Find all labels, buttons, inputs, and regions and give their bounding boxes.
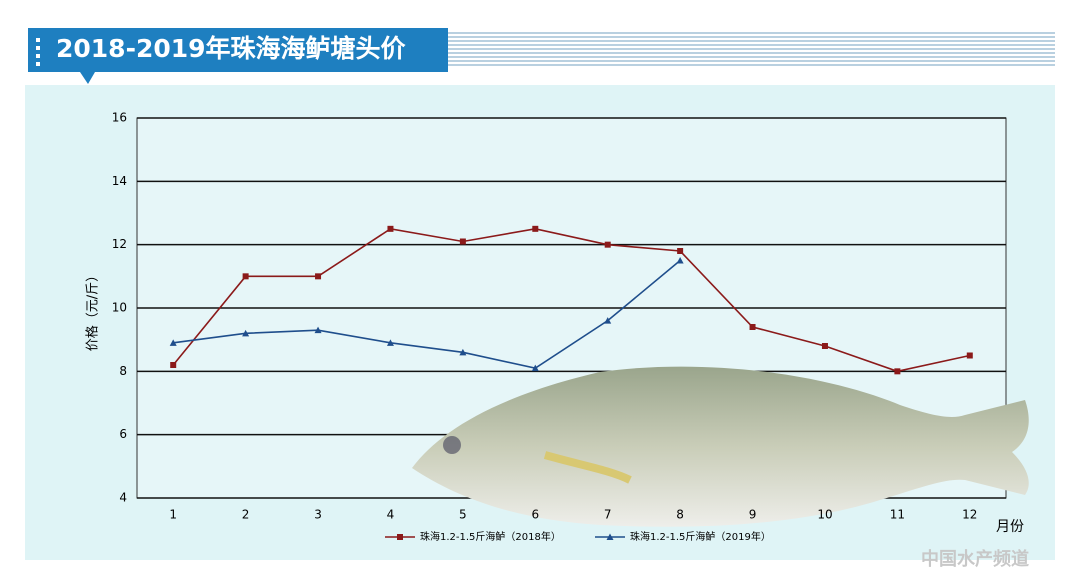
x-tick-label: 12 — [962, 508, 977, 522]
banner-dots — [36, 38, 40, 66]
legend-marker — [606, 533, 614, 540]
x-tick-label: 4 — [387, 508, 395, 522]
x-tick-label: 6 — [531, 508, 539, 522]
y-tick-label: 4 — [119, 491, 127, 505]
watermark: 中国水产频道 — [921, 548, 1029, 570]
y-tick-label: 10 — [112, 301, 127, 315]
x-tick-label: 9 — [749, 508, 757, 522]
banner-stripes — [445, 32, 1055, 68]
point-marker — [894, 368, 901, 375]
series-line — [172, 227, 970, 373]
y-tick-label: 16 — [112, 111, 127, 125]
point-marker — [604, 241, 611, 248]
y-tick-label: 8 — [119, 364, 127, 378]
point-marker — [314, 326, 322, 334]
point-marker — [386, 339, 394, 346]
point-marker — [242, 273, 249, 280]
x-tick-label: 10 — [817, 508, 832, 522]
title-banner — [28, 28, 448, 84]
point-marker — [531, 364, 539, 372]
point-marker — [532, 225, 539, 232]
point-marker — [170, 362, 177, 368]
fish-illustration — [412, 366, 1029, 527]
x-tick-label: 8 — [676, 508, 684, 522]
series-line — [173, 259, 681, 370]
legend-marker — [397, 534, 403, 540]
legend-label: 珠海1.2-1.5斤海鲈（2019年） — [630, 530, 771, 543]
y-tick-label: 12 — [112, 237, 127, 251]
point-marker — [749, 324, 756, 330]
point-marker — [315, 273, 322, 280]
x-tick-label: 5 — [459, 508, 467, 522]
point-marker — [677, 248, 684, 254]
point-marker — [459, 348, 467, 356]
x-tick-label: 3 — [314, 508, 322, 522]
x-axis-label: 月份 — [996, 519, 1024, 535]
point-marker — [242, 329, 250, 337]
point-marker — [821, 343, 828, 349]
x-tick-label: 2 — [242, 508, 250, 522]
x-tick-label: 11 — [890, 508, 905, 522]
legend-label: 珠海1.2-1.5斤海鲈（2018年） — [420, 530, 561, 543]
y-tick-label: 14 — [112, 174, 127, 188]
y-axis-label: 价格（元/斤） — [85, 269, 101, 351]
chart-title: 2018-2019年珠海海鲈塘头价 — [56, 34, 407, 63]
point-marker — [459, 238, 466, 245]
point-marker — [676, 257, 684, 264]
y-tick-label: 6 — [119, 427, 127, 441]
point-marker — [966, 352, 973, 359]
point-marker — [387, 225, 394, 232]
point-marker — [169, 339, 177, 346]
point-marker — [604, 317, 612, 324]
x-tick-label: 1 — [169, 508, 177, 522]
x-tick-label: 7 — [604, 508, 612, 522]
